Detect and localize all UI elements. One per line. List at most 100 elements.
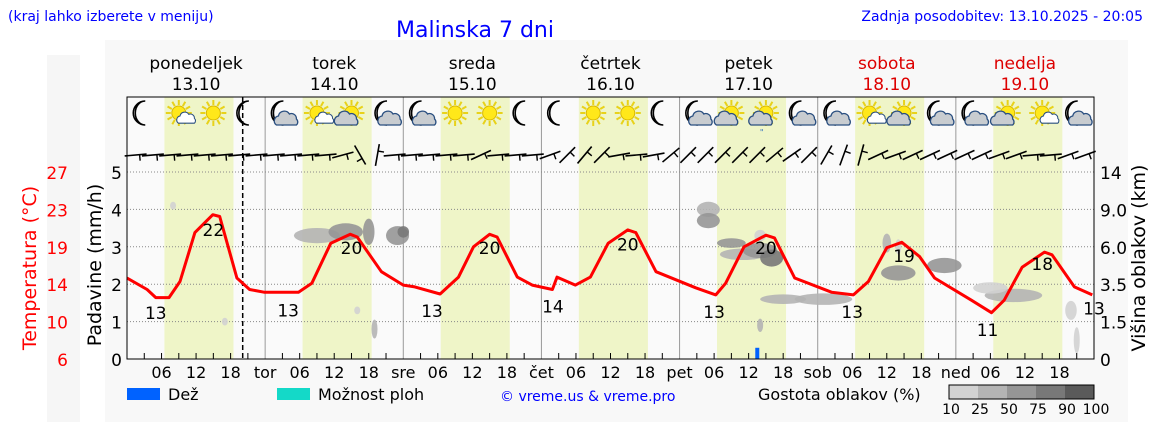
barb-tick bbox=[1071, 153, 1075, 160]
barb-tick bbox=[277, 154, 279, 161]
sun-ray bbox=[354, 101, 359, 107]
barb-shaft bbox=[262, 153, 285, 157]
wind-barb-icon bbox=[159, 153, 182, 161]
sun-ray bbox=[443, 105, 449, 110]
wind-barb-icon bbox=[470, 149, 492, 161]
daylight-band bbox=[993, 97, 1063, 359]
sun-ray bbox=[171, 101, 176, 107]
x-tick-label: 06 bbox=[704, 363, 724, 382]
cloud-shape bbox=[314, 111, 335, 124]
temp-tick-label: 23 bbox=[46, 201, 68, 221]
barb-shaft bbox=[954, 149, 975, 161]
x-tick-label: 06 bbox=[428, 363, 448, 382]
sun-ray bbox=[1045, 101, 1050, 107]
barb-tick bbox=[377, 150, 385, 153]
sun-ray bbox=[447, 119, 452, 125]
barb-shaft bbox=[193, 153, 216, 157]
x-tick-label: 18 bbox=[911, 363, 931, 382]
x-tick-label: 06 bbox=[289, 363, 309, 382]
density-label: 75 bbox=[1029, 402, 1047, 418]
cloud-layer bbox=[170, 201, 1080, 354]
x-tick-label: 06 bbox=[842, 363, 862, 382]
barb-shaft bbox=[332, 151, 354, 159]
barb-shaft bbox=[697, 146, 714, 164]
sun-cloud-small-icon bbox=[165, 100, 196, 126]
sun-icon bbox=[442, 100, 469, 126]
barb-shaft bbox=[1074, 150, 1096, 160]
barb-tick bbox=[483, 153, 488, 160]
cloud-height-tick-label: 0 bbox=[1100, 351, 1111, 371]
sun-cloud-icon bbox=[333, 100, 365, 126]
wind-barb-icon bbox=[661, 147, 680, 163]
cloud-shape bbox=[791, 110, 817, 126]
barb-shaft bbox=[679, 146, 697, 164]
sun-ray bbox=[461, 116, 467, 121]
temp-tick-label: 6 bbox=[57, 351, 68, 371]
x-day-label: sob bbox=[804, 363, 832, 382]
wind-barbs bbox=[124, 144, 1096, 166]
sun-ray bbox=[216, 101, 221, 107]
cloud-shape bbox=[377, 110, 402, 126]
barb-tick bbox=[553, 153, 557, 160]
barb-tick bbox=[156, 154, 159, 161]
barb-tick bbox=[794, 152, 800, 159]
region-hint[interactable]: (kraj lahko izberete v meniju) bbox=[8, 9, 214, 25]
moon-icon bbox=[546, 100, 560, 126]
sun-ray bbox=[585, 119, 591, 125]
cloud-blob bbox=[354, 306, 361, 315]
barb-tick bbox=[777, 151, 783, 158]
barb-shaft bbox=[800, 146, 818, 164]
sun-ray bbox=[596, 119, 601, 125]
sun-ray bbox=[219, 116, 226, 121]
barb-shaft bbox=[971, 149, 993, 161]
sun-ray bbox=[857, 105, 864, 110]
temp-label: 20 bbox=[479, 239, 501, 259]
sun-ray bbox=[1048, 105, 1054, 110]
sun-ray bbox=[205, 119, 211, 125]
wind-barb-icon bbox=[504, 153, 527, 161]
precip-tick-label: 1 bbox=[111, 314, 122, 334]
barb-shaft bbox=[1005, 150, 1027, 160]
sun-ray bbox=[892, 105, 898, 110]
cloud-blob bbox=[973, 282, 1008, 294]
day-name: sobota bbox=[858, 54, 916, 74]
barb-shaft bbox=[839, 144, 849, 166]
copyright-link[interactable]: © vreme.us & vreme.pro bbox=[500, 389, 675, 405]
barb-shaft bbox=[765, 147, 784, 163]
barb-tick bbox=[725, 151, 731, 157]
barb-tick bbox=[861, 150, 868, 154]
barb-shaft bbox=[210, 153, 234, 157]
sun-cloud-icon bbox=[989, 100, 1021, 126]
barb-tick bbox=[449, 154, 452, 161]
sun-ray bbox=[320, 101, 325, 107]
day-date: 17.10 bbox=[724, 75, 773, 95]
sun-ray bbox=[482, 101, 487, 107]
wind-barb-icon bbox=[765, 147, 784, 163]
barb-shaft bbox=[1057, 150, 1079, 160]
moon-cloud-icon bbox=[1064, 100, 1093, 126]
barb-shaft bbox=[988, 150, 1010, 160]
sun-ray bbox=[339, 105, 346, 110]
temp-label: 11 bbox=[977, 321, 999, 341]
moon-cloud-icon bbox=[685, 100, 713, 126]
temp-tick-label: 27 bbox=[46, 164, 68, 184]
sun-ray bbox=[907, 101, 912, 107]
density-swatch bbox=[1036, 385, 1065, 399]
barb-shaft bbox=[245, 153, 268, 157]
barb-tick bbox=[742, 151, 748, 157]
temp-label: 13 bbox=[277, 301, 299, 321]
temp-axis-label: Temperatura (°C) bbox=[19, 186, 41, 351]
cloud-blob bbox=[696, 201, 720, 218]
wind-barb-icon bbox=[839, 144, 851, 166]
sun-ray bbox=[1030, 116, 1036, 121]
cloud-blob bbox=[794, 293, 853, 305]
cloud-shape bbox=[989, 110, 1015, 126]
sun-ray bbox=[201, 116, 207, 121]
barb-tick bbox=[827, 150, 834, 156]
cloud-shape bbox=[176, 111, 196, 124]
temp-label: 19 bbox=[893, 247, 915, 267]
barb-shaft bbox=[353, 145, 367, 165]
barb-shaft bbox=[452, 153, 475, 157]
barb-shaft bbox=[867, 149, 889, 161]
barb-tick bbox=[984, 153, 989, 160]
